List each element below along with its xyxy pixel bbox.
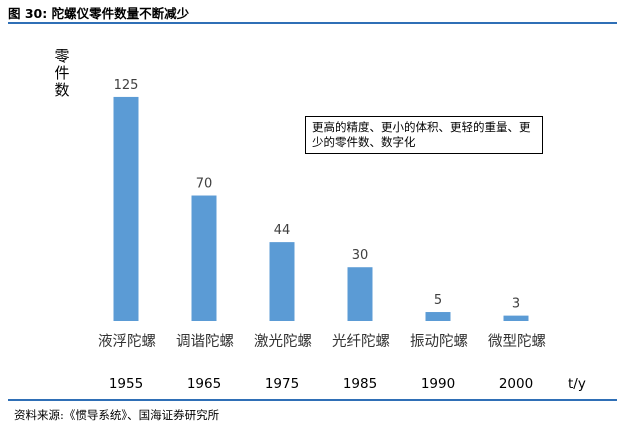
x-year-label: 1985 — [343, 376, 377, 392]
bar-chart: 零件数 125 液浮陀螺 1955 70 调谐陀螺 1965 44 激光陀螺 1975 30 光纤陀螺… — [54, 47, 586, 392]
x-category-label: 激光陀螺 — [254, 333, 312, 350]
bar-value-label: 30 — [352, 248, 369, 263]
bar — [113, 96, 139, 321]
x-axis-unit-label: t/y — [568, 376, 586, 392]
top-rule — [8, 22, 617, 24]
x-year-label: 1965 — [187, 376, 221, 392]
bar-value-label: 5 — [434, 293, 442, 308]
x-category-label: 光纤陀螺 — [332, 333, 390, 350]
bar — [425, 312, 451, 321]
source-note: 资料来源:《惯导系统》、国海证券研究所 — [14, 408, 220, 422]
bar-value-label: 70 — [196, 177, 213, 192]
x-year-label: 2000 — [499, 376, 533, 392]
bar — [503, 315, 529, 321]
x-year-label: 1990 — [421, 376, 455, 392]
x-category-label: 微型陀螺 — [488, 333, 546, 350]
y-axis-label-char: 零 — [54, 47, 69, 65]
x-category-label: 液浮陀螺 — [98, 333, 156, 350]
bar-value-label: 3 — [512, 297, 520, 312]
figure-title: 图 30: 陀螺仪零件数量不断减少 — [8, 6, 190, 21]
bar-value-label: 125 — [114, 78, 139, 93]
y-axis-label-char: 件 — [54, 64, 69, 82]
y-axis-label-char: 数 — [54, 81, 69, 99]
x-year-label: 1975 — [265, 376, 299, 392]
bar — [191, 195, 217, 321]
x-category-label: 振动陀螺 — [410, 333, 468, 350]
bar — [347, 267, 373, 321]
bottom-rule — [8, 399, 617, 401]
bar — [269, 242, 295, 321]
bar-value-label: 44 — [274, 223, 291, 238]
x-year-label: 1955 — [109, 376, 143, 392]
x-category-label: 调谐陀螺 — [176, 333, 234, 350]
annotation-box: 更高的精度、更小的体积、更轻的重量、更少的零件数、数字化 — [305, 116, 543, 154]
